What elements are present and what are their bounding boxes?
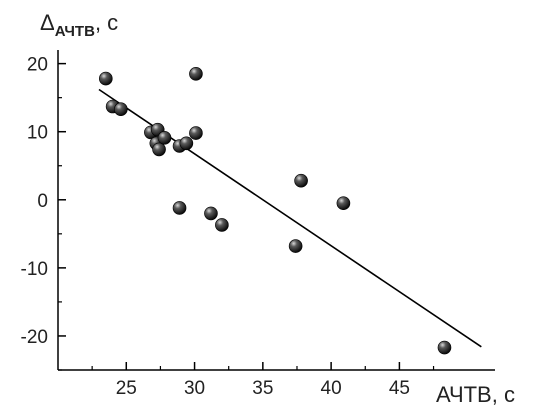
data-point bbox=[294, 173, 308, 188]
data-point bbox=[204, 206, 218, 221]
data-point bbox=[98, 71, 113, 86]
x-tick-label: 45 bbox=[389, 378, 410, 399]
data-point bbox=[189, 126, 203, 140]
x-ticks: 25 30 35 40 45 bbox=[91, 362, 435, 399]
y-axis-title: ΔАЧТВ, с bbox=[40, 10, 118, 40]
data-point bbox=[179, 136, 194, 151]
data-point bbox=[114, 102, 128, 117]
data-point bbox=[215, 218, 229, 232]
x-tick-label: 25 bbox=[116, 378, 137, 399]
axes bbox=[57, 50, 495, 371]
data-point bbox=[437, 340, 452, 355]
x-tick-label: 40 bbox=[321, 378, 342, 399]
data-point bbox=[172, 201, 187, 215]
x-tick-label: 30 bbox=[184, 378, 205, 399]
data-point bbox=[336, 196, 351, 210]
y-tick-label: 0 bbox=[37, 191, 48, 212]
y-tick-label: 10 bbox=[27, 123, 48, 144]
data-point bbox=[157, 131, 172, 145]
data-point bbox=[189, 67, 203, 81]
y-ticks: 20 10 0 -10 -20 bbox=[21, 55, 66, 371]
y-tick-label: -20 bbox=[21, 327, 48, 348]
x-axis-title: АЧТВ, с bbox=[436, 382, 515, 407]
y-tick-label: 20 bbox=[27, 55, 48, 76]
data-points bbox=[98, 67, 452, 355]
data-point bbox=[152, 142, 166, 157]
y-tick-label: -10 bbox=[21, 259, 48, 280]
data-point bbox=[288, 239, 303, 253]
x-tick-label: 35 bbox=[252, 378, 273, 399]
